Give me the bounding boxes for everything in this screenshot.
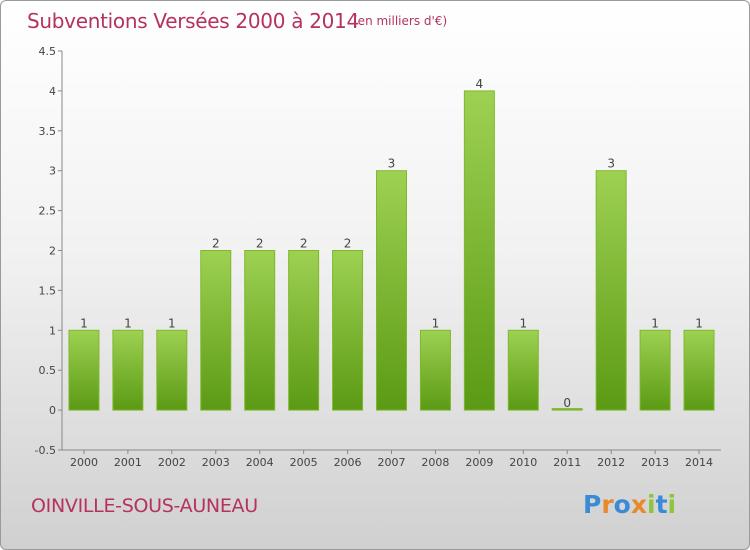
chart-title: Subventions Versées 2000 à 2014 — [27, 9, 359, 33]
bar-value-label: 2 — [300, 237, 308, 251]
bar — [639, 329, 671, 411]
y-tick-label: -0.5 — [35, 444, 56, 457]
x-tick-label: 2000 — [70, 456, 98, 469]
bar-value-label: 1 — [80, 316, 88, 330]
bar — [200, 250, 232, 411]
y-tick-label: 0.5 — [39, 364, 57, 377]
y-tick-label: 4 — [49, 85, 56, 98]
bar-value-label: 1 — [695, 316, 703, 330]
bar — [288, 250, 320, 411]
bar — [332, 250, 364, 411]
x-tick-label: 2014 — [685, 456, 713, 469]
y-tick-label: 1.5 — [39, 284, 57, 297]
bar-value-label: 1 — [124, 316, 132, 330]
logo-letter: r — [601, 490, 614, 519]
bar-value-label: 2 — [212, 237, 220, 251]
bar — [376, 170, 407, 411]
logo-letter: i — [647, 490, 656, 519]
proxiti-logo: Proxiti — [583, 490, 676, 519]
x-tick-label: 2013 — [641, 456, 669, 469]
x-tick-label: 2012 — [597, 456, 625, 469]
x-tick-label: 2002 — [158, 456, 186, 469]
x-tick-label: 2009 — [465, 456, 493, 469]
logo-letter: i — [667, 490, 677, 519]
bar-value-label: 1 — [651, 316, 659, 330]
x-tick-label: 2004 — [246, 456, 274, 469]
y-tick-label: 4.5 — [39, 45, 57, 58]
bar — [507, 329, 539, 411]
logo-letter: x — [630, 490, 647, 519]
bar — [68, 329, 100, 411]
bar — [112, 329, 144, 411]
bar-value-label: 2 — [344, 237, 352, 251]
unit-note: (en milliers d'€) — [353, 14, 448, 28]
bar-value-label: 1 — [432, 316, 440, 330]
logo-letter: P — [583, 490, 602, 519]
logo-letter: t — [655, 490, 668, 519]
bar — [419, 329, 451, 411]
bar — [595, 170, 627, 411]
bar — [156, 329, 188, 411]
y-tick-label: 1 — [49, 324, 56, 337]
bar — [551, 408, 583, 411]
logo-letter: o — [613, 490, 631, 519]
x-tick-label: 2007 — [378, 456, 406, 469]
bar — [683, 329, 715, 411]
bar-value-label: 3 — [607, 157, 615, 171]
bar-value-label: 4 — [476, 77, 484, 91]
commune-name: OINVILLE-SOUS-AUNEAU — [31, 495, 258, 517]
y-tick-label: 2 — [49, 245, 56, 258]
y-tick-label: 3 — [49, 165, 56, 178]
x-tick-label: 2006 — [334, 456, 362, 469]
x-tick-label: 2001 — [114, 456, 142, 469]
bar-value-label: 2 — [256, 237, 264, 251]
bar — [463, 90, 495, 411]
x-tick-label: 2008 — [421, 456, 449, 469]
y-tick-label: 0 — [49, 404, 56, 417]
bar-value-label: 1 — [519, 316, 527, 330]
x-tick-label: 2005 — [290, 456, 318, 469]
bar-value-label: 1 — [168, 316, 176, 330]
bar-value-label: 3 — [388, 157, 396, 171]
y-tick-label: 3.5 — [39, 125, 57, 138]
y-tick-label: 2.5 — [39, 205, 57, 218]
bar — [244, 250, 276, 411]
x-tick-label: 2011 — [553, 456, 581, 469]
bar-value-label: 0 — [563, 396, 571, 410]
x-tick-label: 2003 — [202, 456, 230, 469]
x-tick-label: 2010 — [509, 456, 537, 469]
